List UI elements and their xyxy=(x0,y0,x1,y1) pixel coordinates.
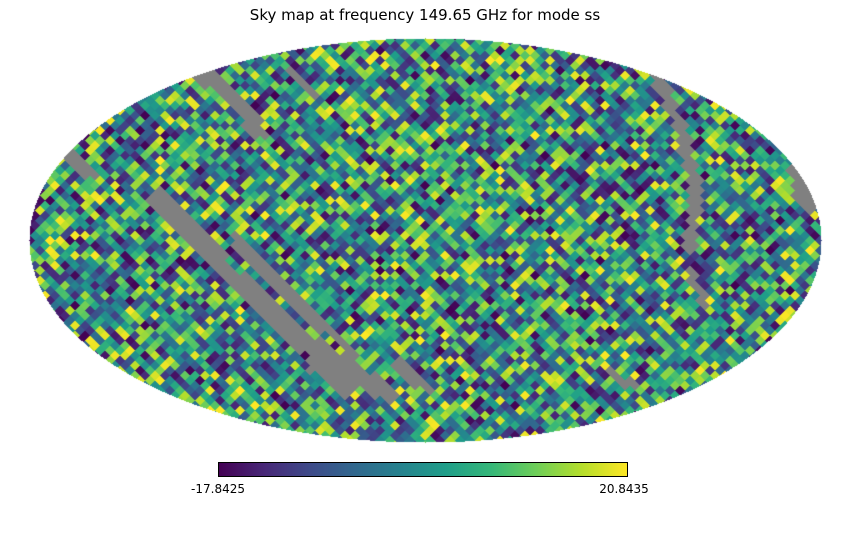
figure-title: Sky map at frequency 149.65 GHz for mode… xyxy=(249,6,601,24)
colorbar-min-label: -17.8425 xyxy=(191,482,245,496)
colorbar-gradient xyxy=(218,462,628,477)
colorbar-max-label: 20.8435 xyxy=(599,482,649,496)
mollweide-sky-map xyxy=(0,35,850,445)
